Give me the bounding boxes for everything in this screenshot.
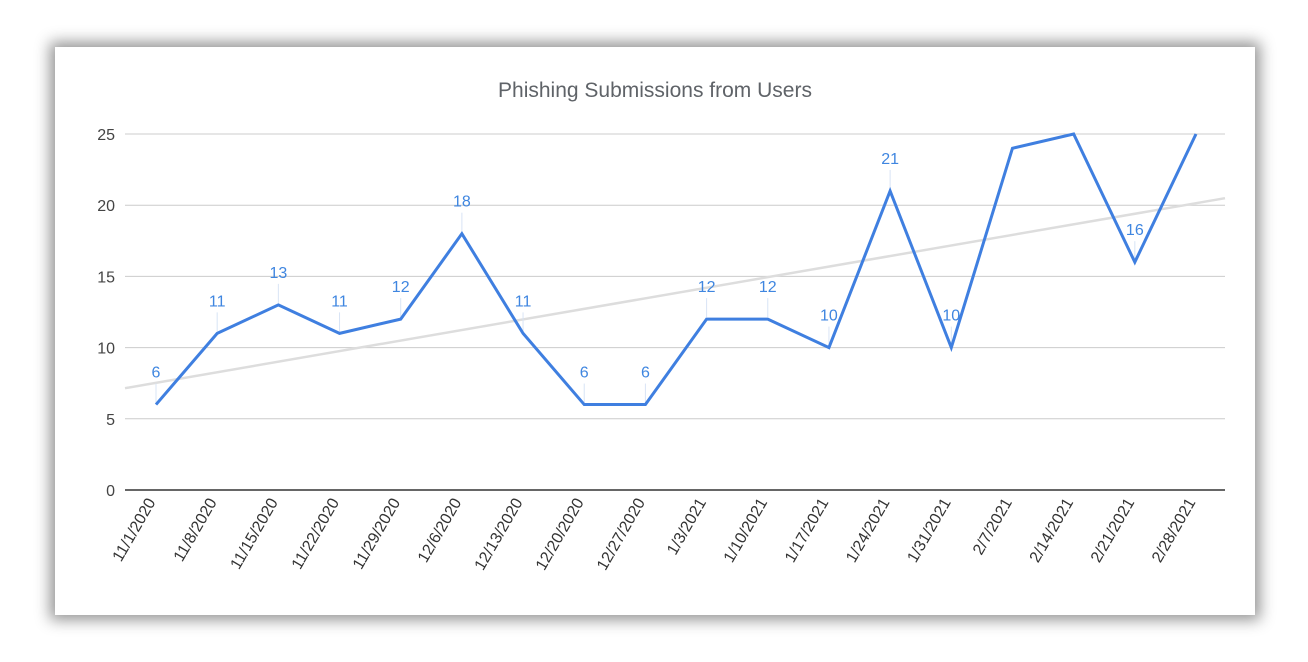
x-tick-label: 11/15/2020 xyxy=(228,495,282,572)
x-axis-ticks: 11/1/2020 11/8/2020 11/15/2020 11/22/2020 11… xyxy=(110,495,1200,573)
data-label: 10 xyxy=(942,308,960,325)
x-tick-label: 1/24/2021 xyxy=(843,495,893,565)
data-label: 12 xyxy=(392,279,410,296)
x-tick-label: 12/13/2020 xyxy=(472,495,527,573)
data-label: 6 xyxy=(641,365,650,382)
data-label: 13 xyxy=(269,265,287,282)
data-label: 16 xyxy=(1126,222,1144,239)
x-tick-label: 1/17/2021 xyxy=(782,495,832,565)
x-tick-label: 12/27/2020 xyxy=(594,495,649,573)
data-label: 12 xyxy=(698,279,716,296)
trendline-group xyxy=(124,196,1226,390)
y-tick-label: 10 xyxy=(97,341,115,358)
x-tick-label: 1/31/2021 xyxy=(904,495,954,565)
data-label: 21 xyxy=(881,151,899,168)
label-leaders xyxy=(155,169,1136,403)
x-tick-label: 11/1/2020 xyxy=(110,495,160,564)
data-label: 10 xyxy=(820,308,838,325)
x-tick-label: 1/3/2021 xyxy=(664,495,710,558)
line-chart: Phishing Submissions from Users 0 5 10 15 20… xyxy=(97,79,1226,573)
series-group xyxy=(154,132,1198,407)
data-label: 11 xyxy=(209,293,226,310)
x-tick-label: 2/14/2021 xyxy=(1027,495,1077,565)
data-label: 12 xyxy=(759,279,777,296)
series-line xyxy=(154,132,1198,407)
chart-title: Phishing Submissions from Users xyxy=(498,79,812,102)
x-tick-label: 12/6/2020 xyxy=(415,495,465,565)
y-tick-label: 25 xyxy=(97,127,115,144)
chart-card: Phishing Submissions from Users 0 5 10 15 20… xyxy=(55,47,1255,615)
data-label: 11 xyxy=(515,293,532,310)
y-tick-label: 15 xyxy=(97,269,115,286)
data-label: 6 xyxy=(152,365,161,382)
x-tick-label: 11/22/2020 xyxy=(289,495,343,572)
data-label: 6 xyxy=(580,365,589,382)
trendline xyxy=(124,196,1226,390)
x-tick-label: 12/20/2020 xyxy=(533,495,588,573)
gridlines xyxy=(125,133,1225,491)
data-labels: 6 11 13 11 12 18 11 6 6 12 12 10 21 10 16 xyxy=(152,151,1144,382)
x-tick-label: 2/21/2021 xyxy=(1088,495,1138,565)
y-tick-label: 5 xyxy=(106,412,115,429)
x-tick-label: 11/29/2020 xyxy=(350,495,404,572)
x-tick-label: 2/7/2021 xyxy=(970,495,1016,558)
x-tick-label: 11/8/2020 xyxy=(171,495,221,564)
data-label: 11 xyxy=(331,293,348,310)
data-label: 18 xyxy=(453,194,471,211)
y-tick-label: 0 xyxy=(106,483,115,500)
x-tick-label: 1/10/2021 xyxy=(721,495,771,565)
x-tick-label: 2/28/2021 xyxy=(1149,495,1199,565)
y-tick-label: 20 xyxy=(97,198,115,215)
y-axis-ticks: 0 5 10 15 20 25 xyxy=(97,127,115,500)
